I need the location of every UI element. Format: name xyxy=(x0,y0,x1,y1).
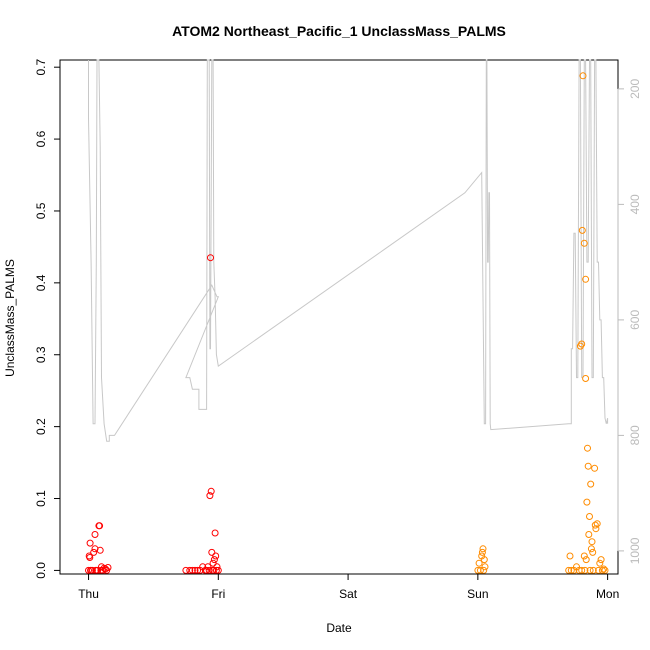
y2-tick-label-0: 200 xyxy=(628,79,642,99)
data-point-s1-8 xyxy=(481,563,489,571)
data-point-s1-10 xyxy=(566,552,574,560)
data-point-s1-28 xyxy=(584,462,592,470)
data-point-s1-2 xyxy=(476,566,484,574)
data-point-s0-26 xyxy=(191,566,199,574)
altitude-line xyxy=(88,59,609,442)
data-point-s1-34 xyxy=(588,538,596,546)
y-tick-label-2: 0.2 xyxy=(34,418,48,435)
data-point-s1-42 xyxy=(596,559,604,567)
scatter-points-layer xyxy=(85,72,609,574)
data-point-s0-45 xyxy=(213,563,221,571)
data-point-s1-18 xyxy=(578,226,586,234)
data-point-s1-4 xyxy=(478,548,486,556)
data-point-s1-29 xyxy=(585,531,593,538)
data-point-s0-14 xyxy=(96,522,104,530)
y2-tick-label-2: 600 xyxy=(628,310,642,330)
data-point-s0-41 xyxy=(210,556,218,564)
data-point-s1-35 xyxy=(589,548,597,556)
data-point-s0-27 xyxy=(194,566,202,574)
y2-tick-label-4: 1000 xyxy=(628,537,642,564)
data-point-s0-44 xyxy=(212,566,220,574)
y-tick-label-6: 0.6 xyxy=(34,130,48,147)
data-point-s1-37 xyxy=(591,464,599,472)
y-tick-label-3: 0.3 xyxy=(34,346,48,363)
x-tick-label-4: Mon xyxy=(596,587,619,601)
data-point-s0-46 xyxy=(214,566,222,574)
data-point-s0-37 xyxy=(208,548,216,556)
y-axis: 0.0 0.1 0.2 0.3 0.4 0.5 0.6 0.7 xyxy=(34,59,61,579)
y-tick-label-0: 0.0 xyxy=(34,562,48,579)
x-tick-label-0: Thu xyxy=(78,587,99,601)
data-point-s1-7 xyxy=(480,556,488,564)
data-point-s0-0 xyxy=(85,566,92,574)
y-tick-label-5: 0.5 xyxy=(34,202,48,219)
data-point-s0-2 xyxy=(86,554,94,561)
chart-title: ATOM2 Northeast_Pacific_1 UnclassMass_PA… xyxy=(172,23,506,39)
data-point-s0-34 xyxy=(206,492,214,500)
data-point-s1-36 xyxy=(589,566,597,574)
data-point-s0-15 xyxy=(96,546,104,554)
data-point-s1-17 xyxy=(578,566,586,574)
y2-tick-label-3: 800 xyxy=(628,425,642,445)
data-point-s1-24 xyxy=(582,375,590,382)
x-tick-label-1: Fri xyxy=(211,587,225,601)
y-tick-label-7: 0.7 xyxy=(34,59,48,76)
data-point-s1-23 xyxy=(582,275,590,283)
y-axis-label: UnclassMass_PALMS xyxy=(3,259,17,377)
y2-tick-label-1: 400 xyxy=(628,194,642,214)
altitude-line-layer xyxy=(88,59,609,442)
data-point-s1-45 xyxy=(600,565,608,573)
data-point-s1-11 xyxy=(567,566,575,574)
data-point-s0-12 xyxy=(94,566,102,574)
plot-frame xyxy=(59,59,619,575)
data-point-s0-6 xyxy=(88,566,96,574)
data-point-s1-19 xyxy=(579,72,587,80)
data-point-s1-1 xyxy=(475,559,483,567)
data-point-s0-3 xyxy=(86,539,94,547)
data-point-s1-20 xyxy=(580,552,588,560)
data-point-s1-16 xyxy=(578,340,586,348)
data-point-s1-33 xyxy=(587,545,595,553)
data-point-s1-25 xyxy=(582,556,590,564)
data-point-s0-36 xyxy=(207,487,215,495)
data-point-s0-25 xyxy=(188,566,196,574)
x-axis-label: Date xyxy=(326,621,352,635)
data-point-s0-22 xyxy=(104,564,112,571)
y-tick-label-1: 0.1 xyxy=(34,490,48,507)
x-tick-label-3: Sun xyxy=(467,587,488,601)
data-point-s1-38 xyxy=(591,521,599,529)
data-point-s0-9 xyxy=(91,531,99,538)
data-point-s0-32 xyxy=(204,563,212,571)
data-point-s1-30 xyxy=(586,513,593,520)
data-point-s0-43 xyxy=(212,552,220,560)
data-point-s1-31 xyxy=(586,566,594,574)
data-point-s0-7 xyxy=(90,548,98,556)
data-point-s1-22 xyxy=(581,566,589,574)
data-point-s1-5 xyxy=(479,545,487,553)
data-point-s0-24 xyxy=(186,566,194,574)
x-axis: Thu Fri Sat Sun Mon xyxy=(78,573,619,601)
y-tick-label-4: 0.4 xyxy=(34,274,48,291)
data-point-s1-44 xyxy=(598,566,606,574)
y2-axis: 200 400 600 800 1000 xyxy=(617,79,642,564)
data-point-s0-35 xyxy=(207,254,214,262)
data-point-s0-42 xyxy=(211,529,219,537)
data-point-s1-40 xyxy=(593,520,601,528)
data-point-s1-43 xyxy=(597,556,605,564)
data-point-s1-6 xyxy=(480,566,488,574)
data-point-s1-27 xyxy=(584,444,591,452)
data-point-s1-32 xyxy=(587,480,595,488)
data-point-s1-26 xyxy=(583,498,591,506)
data-point-s1-39 xyxy=(592,525,600,533)
data-point-s1-21 xyxy=(580,239,588,247)
data-point-s1-46 xyxy=(601,566,609,574)
data-point-s0-39 xyxy=(209,559,217,567)
data-point-s1-9 xyxy=(565,566,573,574)
data-point-s0-33 xyxy=(205,566,213,574)
x-tick-label-2: Sat xyxy=(339,587,358,601)
